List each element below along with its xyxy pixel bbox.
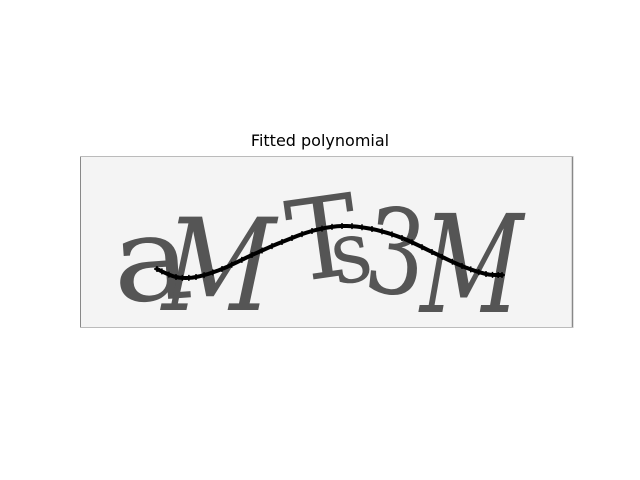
captcha-background bbox=[80, 156, 573, 328]
plot-title: Fitted polynomial bbox=[250, 131, 390, 150]
fit-curve-marker bbox=[349, 223, 355, 230]
fit-curve-marker bbox=[439, 253, 446, 260]
fit-curve-marker bbox=[279, 239, 285, 245]
fit-curve-marker bbox=[238, 256, 245, 263]
fit-curve-marker bbox=[339, 223, 345, 229]
fit-curve-marker bbox=[299, 231, 305, 238]
fit-curve-marker bbox=[193, 274, 199, 280]
fit-curve-marker bbox=[449, 258, 456, 265]
fit-curve-marker bbox=[475, 269, 482, 276]
captcha-glyph-5: 3 bbox=[359, 181, 433, 325]
fit-curve-marker bbox=[389, 231, 395, 238]
fit-curve-marker bbox=[209, 269, 216, 276]
fit-curve-marker bbox=[483, 271, 489, 277]
fit-curve-marker bbox=[173, 274, 179, 280]
fit-curve-series bbox=[154, 223, 505, 281]
fit-curve-marker bbox=[269, 243, 275, 250]
fit-curve-marker bbox=[489, 271, 496, 278]
fit-curve-marker bbox=[185, 274, 192, 281]
fit-curve-marker bbox=[467, 266, 474, 273]
fit-curve-marker bbox=[499, 272, 505, 278]
captcha-image: a M T s 3 M bbox=[80, 156, 574, 345]
fit-curve-marker bbox=[369, 226, 375, 232]
fit-curve-marker bbox=[429, 249, 435, 255]
fit-curve-marker bbox=[409, 239, 415, 246]
fit-curve-line bbox=[155, 224, 504, 281]
captcha-glyphs: a M T s 3 M bbox=[107, 170, 535, 344]
fit-curve-marker bbox=[249, 252, 255, 258]
fit-curve-marker bbox=[154, 266, 160, 272]
fit-curve-marker bbox=[228, 261, 235, 268]
captcha-glyph-1: a bbox=[107, 187, 196, 330]
fit-curve-marker bbox=[459, 263, 465, 269]
fit-curve-marker bbox=[399, 235, 405, 241]
fit-curve-marker bbox=[259, 247, 265, 254]
fit-curve-marker bbox=[309, 228, 315, 234]
fit-curve-markers bbox=[154, 223, 505, 281]
fit-curve-marker bbox=[165, 271, 172, 278]
fit-curve-marker bbox=[329, 223, 335, 230]
fit-curve-marker bbox=[289, 234, 295, 241]
fit-curve-marker bbox=[179, 274, 186, 281]
fit-curve-marker bbox=[219, 266, 225, 272]
fit-curve-marker bbox=[359, 224, 365, 231]
fit-curve-marker bbox=[379, 228, 385, 235]
fit-curve-marker bbox=[419, 244, 425, 251]
fit-curve-marker bbox=[158, 268, 165, 275]
fit-curve-marker bbox=[201, 272, 208, 279]
fit-curve-marker bbox=[319, 225, 325, 232]
